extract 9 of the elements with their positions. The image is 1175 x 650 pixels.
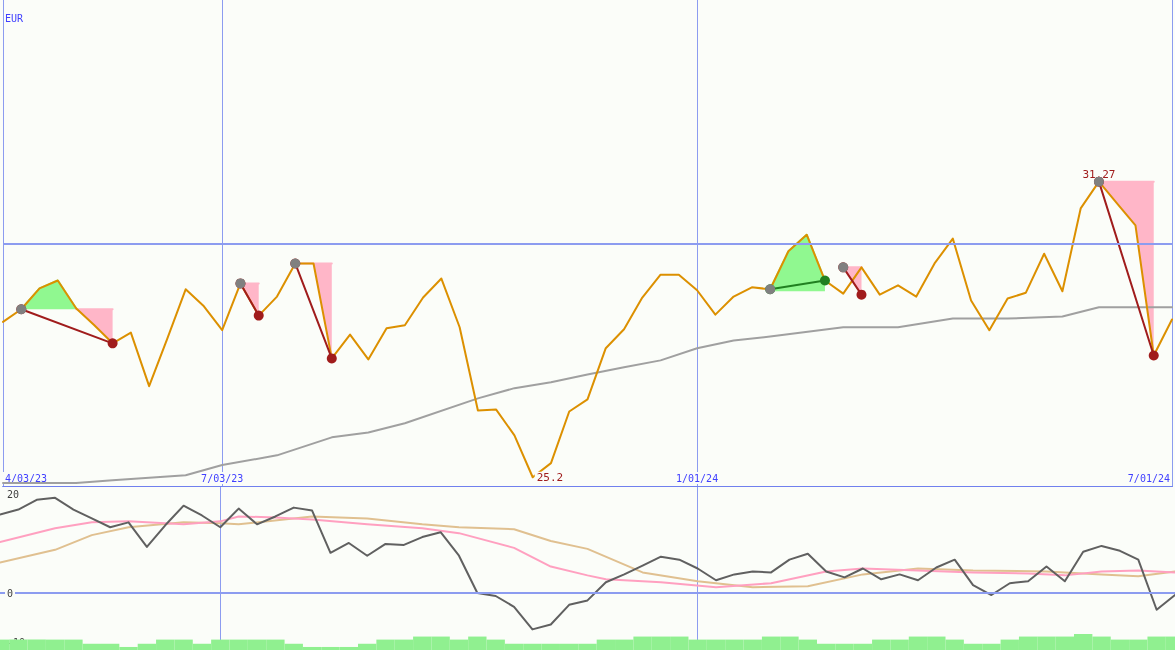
y-tick-label: 20	[7, 489, 20, 501]
y-tick-label: 0	[7, 587, 14, 599]
data-label: 31.27	[1082, 167, 1116, 181]
y-axis-title: EUR	[5, 12, 25, 24]
data-label: 25.2	[536, 470, 564, 484]
x-tick-label: 7/03/23	[201, 472, 244, 484]
x-tick-label: 4/03/23	[5, 472, 48, 484]
x-tick-label: 7/01/24	[1127, 472, 1170, 484]
x-tick-label: 1/01/24	[676, 472, 719, 484]
